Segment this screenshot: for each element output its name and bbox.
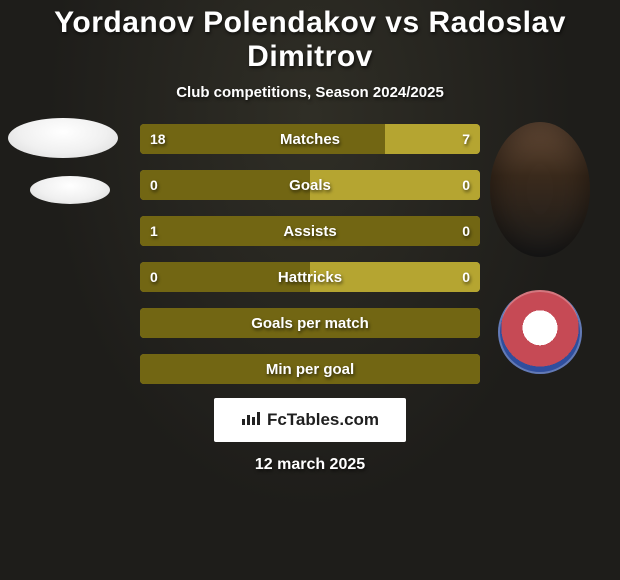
stat-value-right: 0 bbox=[452, 216, 480, 246]
stat-row-goals: Goals0 0 bbox=[140, 170, 480, 200]
stat-value-left: 1 bbox=[140, 216, 168, 246]
stat-value-right: 0 bbox=[452, 262, 480, 292]
stat-row-hattricks: Hattricks0 0 bbox=[140, 262, 480, 292]
stat-label: Goals bbox=[140, 170, 480, 200]
stat-value-left: 0 bbox=[140, 262, 168, 292]
stat-value-right: 7 bbox=[452, 124, 480, 154]
stat-row-matches: Matches18 7 bbox=[140, 124, 480, 154]
page-title: Yordanov Polendakov vs Radoslav Dimitrov bbox=[0, 0, 620, 74]
chart-icon bbox=[241, 410, 261, 431]
player-left-avatar-secondary bbox=[30, 176, 110, 204]
stat-value-left: 0 bbox=[140, 170, 168, 200]
player-right-avatar bbox=[490, 122, 590, 257]
player-right-club-badge bbox=[498, 290, 582, 374]
stat-label: Goals per match bbox=[140, 308, 480, 338]
stat-label: Assists bbox=[140, 216, 480, 246]
watermark: FcTables.com bbox=[214, 398, 406, 442]
stat-row-assists: Assists1 0 bbox=[140, 216, 480, 246]
stat-label: Hattricks bbox=[140, 262, 480, 292]
subtitle: Club competitions, Season 2024/2025 bbox=[0, 84, 620, 101]
stat-label: Matches bbox=[140, 124, 480, 154]
watermark-text: FcTables.com bbox=[267, 410, 379, 430]
stat-value-left: 18 bbox=[140, 124, 176, 154]
stat-row-min-per-goal: Min per goal bbox=[140, 354, 480, 384]
date-label: 12 march 2025 bbox=[255, 456, 365, 474]
stat-value-right: 0 bbox=[452, 170, 480, 200]
comparison-card: Yordanov Polendakov vs Radoslav Dimitrov… bbox=[0, 0, 620, 580]
player-left-avatar bbox=[8, 118, 118, 158]
stat-bars: Matches187Goals00Assists10Hattricks00Goa… bbox=[140, 124, 480, 400]
stat-label: Min per goal bbox=[140, 354, 480, 384]
stat-row-goals-per-match: Goals per match bbox=[140, 308, 480, 338]
